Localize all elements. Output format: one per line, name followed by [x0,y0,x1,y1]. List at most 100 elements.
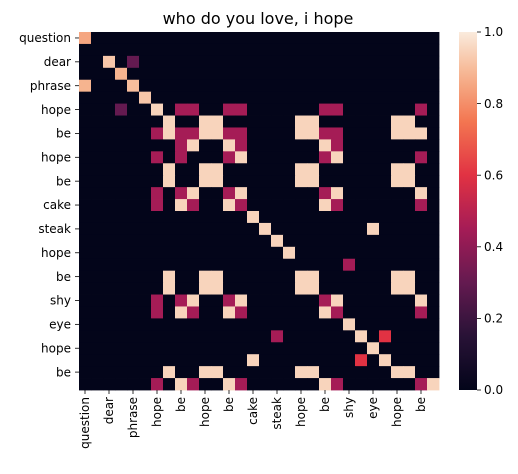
heatmap-cell [151,79,164,93]
heatmap-cell [391,55,404,69]
heatmap-cell [355,318,368,331]
heatmap-cell [295,127,308,140]
heatmap-cell [115,187,128,200]
heatmap-cell [307,175,320,188]
heatmap-cell [391,270,404,283]
heatmap-cell [283,139,296,152]
heatmap-cell [367,354,380,367]
heatmap-cell [271,366,284,379]
heatmap-cell [319,270,332,283]
heatmap-cell [379,246,392,260]
y-tick-label: be [56,174,71,188]
heatmap-cell [115,43,128,57]
heatmap-cell [79,258,92,272]
heatmap-cell [199,151,212,164]
heatmap-cell [115,306,128,319]
x-tick-label: shy [342,397,356,418]
heatmap-cell [379,222,392,236]
heatmap-cell [307,163,320,176]
heatmap-cell [391,258,404,272]
heatmap-cell [391,163,404,176]
heatmap-cell [151,246,164,260]
heatmap-cell [127,318,140,331]
heatmap-cell [223,151,236,164]
heatmap-cell [367,139,380,152]
heatmap-cell [343,175,356,188]
heatmap-cell [319,342,332,355]
heatmap-cell [223,32,236,45]
heatmap-cell [307,246,320,260]
heatmap-cell [103,91,116,104]
heatmap-cell [103,115,116,128]
heatmap-cell [331,211,344,224]
heatmap-cell [379,115,392,128]
heatmap-cell [163,234,176,248]
heatmap-cell [103,366,116,379]
heatmap-cell [319,115,332,128]
heatmap-cell [427,258,440,272]
heatmap-cell [271,32,284,45]
heatmap-cell [187,342,200,355]
heatmap-cell [151,43,164,57]
heatmap-cell [307,354,320,367]
heatmap-cell [223,115,236,128]
heatmap-cell [415,43,428,57]
heatmap-cell [91,366,104,379]
heatmap-cell [259,270,272,283]
heatmap-cell [115,270,128,283]
heatmap-cell [103,103,116,116]
heatmap-cell [259,222,272,236]
heatmap-cell [283,258,296,272]
heatmap-cell [307,187,320,200]
heatmap-cell [235,378,248,391]
heatmap-cell [187,282,200,295]
heatmap-cell [223,246,236,260]
heatmap-cell [79,342,92,355]
heatmap-cell [163,199,176,212]
heatmap-cell [223,222,236,236]
heatmap-cell [415,151,428,164]
heatmap-cell [247,211,260,224]
heatmap-cell [115,366,128,379]
heatmap-cell [331,91,344,104]
heatmap-cell [367,366,380,379]
heatmap-cell [151,342,164,355]
heatmap-cell [163,115,176,128]
x-tick-label: hope [294,397,308,427]
heatmap-cell [283,115,296,128]
heatmap-cell [235,103,248,116]
heatmap-cell [187,318,200,331]
heatmap-cell [271,211,284,224]
heatmap-cell [307,32,320,45]
heatmap-cell [259,127,272,140]
heatmap-cell [175,115,188,128]
heatmap-cell [79,151,92,164]
heatmap-cell [115,103,128,116]
heatmap-cell [103,163,116,176]
heatmap-cell [367,127,380,140]
heatmap-cell [379,187,392,200]
heatmap-cell [355,32,368,45]
heatmap-cell [391,294,404,307]
heatmap-cell [103,342,116,355]
heatmap-cell [223,67,236,81]
heatmap-cell [331,55,344,69]
heatmap-cell [307,342,320,355]
heatmap-cell [163,91,176,104]
heatmap-cell [199,234,212,248]
heatmap-cell [295,199,308,212]
heatmap-cell [307,318,320,331]
heatmap-cell [139,199,152,212]
heatmap-cell [235,115,248,128]
heatmap-cell [379,270,392,283]
heatmap-cell [211,222,224,236]
heatmap-cell [415,199,428,212]
heatmap-cell [355,151,368,164]
heatmap-cell [103,55,116,69]
heatmap-cell [283,246,296,260]
heatmap-cell [211,378,224,391]
heatmap-cell [127,67,140,81]
heatmap-cell [283,163,296,176]
colorbar-tick-label: 0.2 [484,312,503,326]
heatmap-cell [187,211,200,224]
